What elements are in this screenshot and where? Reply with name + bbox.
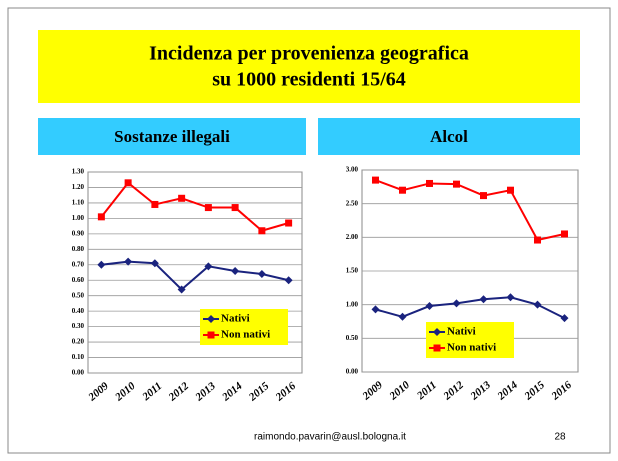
y-tick-label: 0.70	[72, 260, 85, 268]
y-tick-label: 0.40	[72, 307, 85, 315]
page-number: 28	[554, 432, 566, 443]
marker	[177, 285, 186, 294]
y-tick-label: 1.00	[346, 300, 359, 308]
y-tick-label: 0.80	[72, 245, 85, 253]
marker	[231, 266, 240, 275]
header-title: Incidenza per provenienza geografica	[149, 43, 469, 65]
legend-box	[200, 309, 288, 345]
marker	[479, 295, 488, 304]
marker	[453, 180, 460, 188]
marker	[433, 328, 441, 336]
marker	[124, 257, 133, 266]
y-tick-label: 0.00	[72, 369, 85, 377]
y-tick-label: 3.00	[346, 166, 359, 174]
series-line	[375, 179, 565, 242]
marker	[207, 331, 215, 339]
marker	[285, 219, 293, 227]
marker	[452, 299, 461, 308]
marker	[561, 230, 568, 238]
marker	[533, 300, 542, 309]
marker	[151, 200, 159, 208]
y-tick-label: 0.00	[346, 368, 359, 376]
series-line	[375, 296, 565, 320]
series-line	[101, 260, 289, 291]
marker	[398, 312, 407, 321]
series-line	[100, 181, 289, 232]
marker	[124, 179, 132, 187]
legend-label: Nativi	[221, 313, 250, 325]
y-tick-label: 1.10	[72, 199, 85, 207]
marker	[560, 314, 569, 323]
y-tick-label: 2.00	[346, 233, 359, 241]
y-tick-label: 0.50	[72, 291, 85, 299]
marker	[231, 204, 239, 212]
marker	[150, 259, 159, 268]
y-tick-label: 0.20	[72, 338, 85, 346]
footer-email: raimondo.pavarin@ausl.bologna.it	[254, 432, 406, 443]
y-tick-label: 0.60	[72, 276, 85, 284]
y-tick-label: 0.50	[346, 334, 359, 342]
marker	[207, 315, 215, 323]
legend-box	[426, 322, 514, 358]
legend-label: Nativi	[447, 326, 476, 338]
marker	[426, 179, 433, 187]
marker	[97, 213, 105, 221]
header-title: su 1000 residenti 15/64	[212, 69, 406, 91]
legend-label: Non nativi	[221, 329, 270, 341]
panel-title: Sostanze illegali	[114, 127, 230, 146]
y-tick-label: 1.20	[72, 183, 85, 191]
header-box	[38, 30, 580, 103]
marker	[178, 194, 186, 202]
marker	[284, 276, 293, 285]
y-tick-label: 0.30	[72, 322, 85, 330]
panel-box	[38, 118, 306, 155]
marker	[506, 293, 515, 302]
marker	[97, 260, 106, 269]
panel-box	[318, 118, 580, 155]
marker	[371, 305, 380, 314]
marker	[425, 302, 434, 311]
marker	[507, 186, 514, 194]
marker	[258, 227, 266, 235]
marker	[204, 204, 212, 212]
y-tick-label: 0.10	[72, 353, 85, 361]
y-tick-label: 1.30	[72, 168, 85, 176]
marker	[399, 186, 406, 194]
legend-label: Non nativi	[447, 342, 496, 354]
y-tick-label: 2.50	[346, 199, 359, 207]
marker	[433, 344, 441, 352]
marker	[480, 192, 487, 200]
y-tick-label: 1.00	[72, 214, 85, 222]
marker	[257, 270, 266, 279]
y-tick-label: 1.50	[346, 267, 359, 275]
marker	[204, 262, 213, 271]
panel-title: Alcol	[430, 127, 468, 146]
marker	[372, 176, 379, 184]
marker	[534, 236, 541, 244]
y-tick-label: 0.90	[72, 229, 85, 237]
